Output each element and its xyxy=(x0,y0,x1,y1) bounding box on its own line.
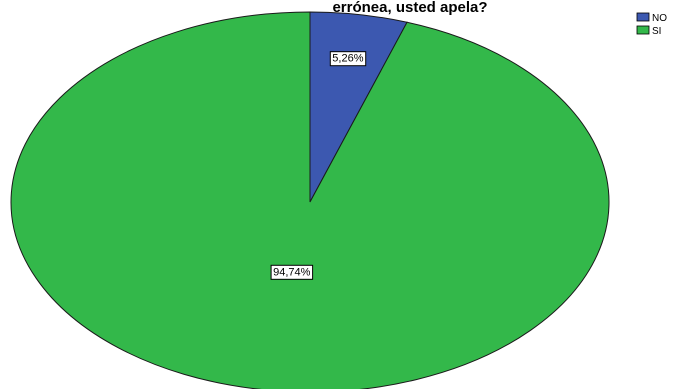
slice-label-box xyxy=(270,264,314,280)
legend: NO SI xyxy=(636,12,667,37)
legend-swatch-si xyxy=(636,25,650,35)
pie-slices xyxy=(10,11,610,389)
slice-label-si: 94,74% xyxy=(270,264,314,280)
pie-slice-si xyxy=(10,11,610,389)
slice-label-text: 5,26% xyxy=(332,53,363,65)
slice-label-no: 5,26% xyxy=(329,51,367,67)
slice-labels: 5,26% 94,74% xyxy=(270,51,367,280)
slice-label-text: 94,74% xyxy=(273,266,311,278)
legend-entry-no: NO xyxy=(652,13,667,24)
slice-label-box xyxy=(329,51,367,67)
legend-swatch-no xyxy=(636,12,650,22)
chart-title: errónea, usted apela? xyxy=(332,0,487,16)
legend-entry-si: SI xyxy=(652,26,661,37)
